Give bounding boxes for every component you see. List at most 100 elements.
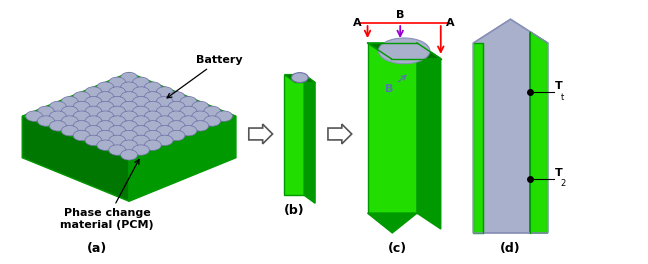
Ellipse shape xyxy=(145,82,161,92)
Ellipse shape xyxy=(109,77,126,87)
Ellipse shape xyxy=(292,73,308,83)
Ellipse shape xyxy=(85,106,102,116)
Polygon shape xyxy=(474,43,483,233)
Text: t: t xyxy=(561,93,564,102)
Ellipse shape xyxy=(133,125,149,136)
Polygon shape xyxy=(367,213,417,233)
Text: (c): (c) xyxy=(388,242,407,255)
Ellipse shape xyxy=(109,145,126,155)
Ellipse shape xyxy=(85,116,102,126)
Ellipse shape xyxy=(73,92,90,102)
Text: B: B xyxy=(396,10,404,20)
Ellipse shape xyxy=(97,82,114,92)
Ellipse shape xyxy=(156,96,173,107)
Polygon shape xyxy=(530,32,548,233)
Polygon shape xyxy=(367,43,441,59)
Ellipse shape xyxy=(109,106,126,116)
Text: (d): (d) xyxy=(500,242,521,255)
Ellipse shape xyxy=(97,121,114,131)
Ellipse shape xyxy=(109,116,126,126)
Ellipse shape xyxy=(26,111,43,121)
Text: (b): (b) xyxy=(284,204,305,217)
Ellipse shape xyxy=(133,116,149,126)
Ellipse shape xyxy=(133,96,149,107)
Ellipse shape xyxy=(192,111,209,121)
Ellipse shape xyxy=(216,111,233,121)
Text: Battery: Battery xyxy=(167,55,243,98)
Ellipse shape xyxy=(168,101,185,112)
Ellipse shape xyxy=(121,130,137,141)
Ellipse shape xyxy=(62,125,78,136)
Ellipse shape xyxy=(145,101,161,112)
Ellipse shape xyxy=(73,130,90,141)
Ellipse shape xyxy=(97,111,114,121)
Polygon shape xyxy=(284,75,315,83)
Ellipse shape xyxy=(180,106,197,116)
Text: B: B xyxy=(386,75,406,95)
Ellipse shape xyxy=(49,111,66,121)
Ellipse shape xyxy=(73,111,90,121)
Ellipse shape xyxy=(168,130,185,141)
Ellipse shape xyxy=(121,82,137,92)
Text: (a): (a) xyxy=(87,242,108,255)
Ellipse shape xyxy=(62,116,78,126)
Ellipse shape xyxy=(145,92,161,102)
Text: T: T xyxy=(555,168,562,177)
Ellipse shape xyxy=(156,116,173,126)
Ellipse shape xyxy=(38,116,54,126)
Ellipse shape xyxy=(85,135,102,145)
Polygon shape xyxy=(367,43,417,213)
Polygon shape xyxy=(22,116,129,201)
Ellipse shape xyxy=(121,140,137,150)
Ellipse shape xyxy=(121,101,137,112)
Ellipse shape xyxy=(121,92,137,102)
Ellipse shape xyxy=(192,101,209,112)
Ellipse shape xyxy=(121,150,137,160)
Ellipse shape xyxy=(133,106,149,116)
Ellipse shape xyxy=(133,135,149,145)
Ellipse shape xyxy=(203,116,220,126)
Ellipse shape xyxy=(85,87,102,97)
Ellipse shape xyxy=(203,106,220,116)
Ellipse shape xyxy=(145,140,161,150)
Ellipse shape xyxy=(121,72,137,83)
Polygon shape xyxy=(417,43,441,229)
Polygon shape xyxy=(328,124,352,144)
Ellipse shape xyxy=(97,92,114,102)
Ellipse shape xyxy=(145,130,161,141)
Text: 2: 2 xyxy=(561,180,566,188)
Polygon shape xyxy=(249,124,273,144)
Ellipse shape xyxy=(156,125,173,136)
Ellipse shape xyxy=(49,101,66,112)
Ellipse shape xyxy=(38,106,54,116)
Ellipse shape xyxy=(180,116,197,126)
Ellipse shape xyxy=(97,140,114,150)
Polygon shape xyxy=(22,73,236,160)
Polygon shape xyxy=(474,19,548,233)
Ellipse shape xyxy=(133,145,149,155)
Ellipse shape xyxy=(73,121,90,131)
Polygon shape xyxy=(284,75,304,195)
Ellipse shape xyxy=(121,121,137,131)
Ellipse shape xyxy=(378,38,430,64)
Text: T: T xyxy=(555,81,562,91)
Ellipse shape xyxy=(145,121,161,131)
Polygon shape xyxy=(304,75,315,203)
Ellipse shape xyxy=(109,135,126,145)
Ellipse shape xyxy=(156,87,173,97)
Ellipse shape xyxy=(62,106,78,116)
Polygon shape xyxy=(129,116,236,201)
Ellipse shape xyxy=(192,121,209,131)
Ellipse shape xyxy=(49,121,66,131)
Ellipse shape xyxy=(121,111,137,121)
Ellipse shape xyxy=(133,87,149,97)
Text: Phase change
material (PCM): Phase change material (PCM) xyxy=(60,159,154,230)
Ellipse shape xyxy=(85,96,102,107)
Ellipse shape xyxy=(109,96,126,107)
Ellipse shape xyxy=(168,121,185,131)
Ellipse shape xyxy=(62,96,78,107)
Ellipse shape xyxy=(109,125,126,136)
Text: A: A xyxy=(446,18,454,28)
Ellipse shape xyxy=(97,101,114,112)
Ellipse shape xyxy=(97,130,114,141)
